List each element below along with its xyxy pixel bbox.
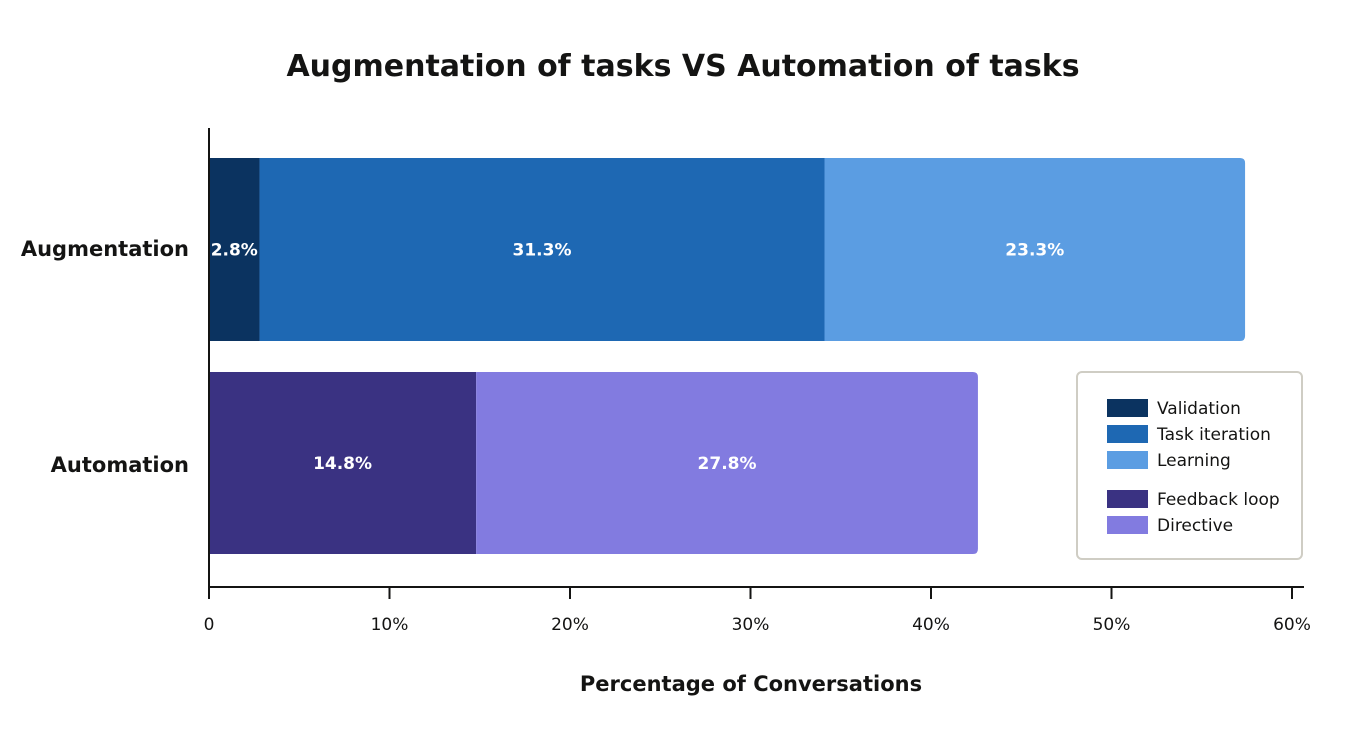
x-tick-label: 30% [732,615,770,635]
x-axis-label: Percentage of Conversations [580,672,922,696]
legend-swatch-directive [1107,516,1148,534]
data-label-validation: 2.8% [211,241,258,261]
x-tick-label: 50% [1093,615,1131,635]
legend-label-validation: Validation [1157,399,1241,419]
bar-validation [209,158,260,341]
category-label-augmentation: Augmentation [21,237,189,261]
legend: Validation Task iteration Learning Feedback… [1076,371,1303,560]
x-tick-label: 40% [912,615,950,635]
legend-swatch-task-iteration [1107,425,1148,443]
chart-title: Augmentation of tasks VS Automation of t… [286,49,1079,84]
bar-feedback-loop [209,372,477,554]
legend-swatch-feedback-loop [1107,490,1148,508]
data-label-task-iteration: 31.3% [513,241,572,261]
legend-items-group: Validation Task iteration Learning Feedback… [1107,399,1280,536]
legend-label-task-iteration: Task iteration [1156,425,1271,445]
legend-swatch-validation [1107,399,1148,417]
legend-label-feedback-loop: Feedback loop [1157,490,1280,510]
x-tick-label: 60% [1273,615,1311,635]
category-label-automation: Automation [51,453,189,477]
x-tick-label: 20% [551,615,589,635]
x-tick-label: 10% [371,615,409,635]
legend-label-directive: Directive [1157,516,1233,536]
x-tick-label: 0 [204,615,215,635]
data-label-feedback-loop: 14.8% [313,454,372,474]
x-ticks-group: 0 10% 20% 30% 40% 50% 60% [204,587,1311,635]
bar-labels-group: 2.8% 31.3% 23.3% 14.8% 27.8% [211,241,1065,475]
bars-group [209,158,1246,554]
category-labels-group: Augmentation Automation [21,237,189,477]
data-label-learning: 23.3% [1005,241,1064,261]
legend-box [1076,371,1303,560]
bar-learning [824,158,1246,341]
legend-swatch-learning [1107,451,1148,469]
data-label-directive: 27.8% [698,454,757,474]
legend-label-learning: Learning [1157,451,1231,471]
bar-task-iteration [259,158,825,341]
bar-directive [476,372,978,554]
